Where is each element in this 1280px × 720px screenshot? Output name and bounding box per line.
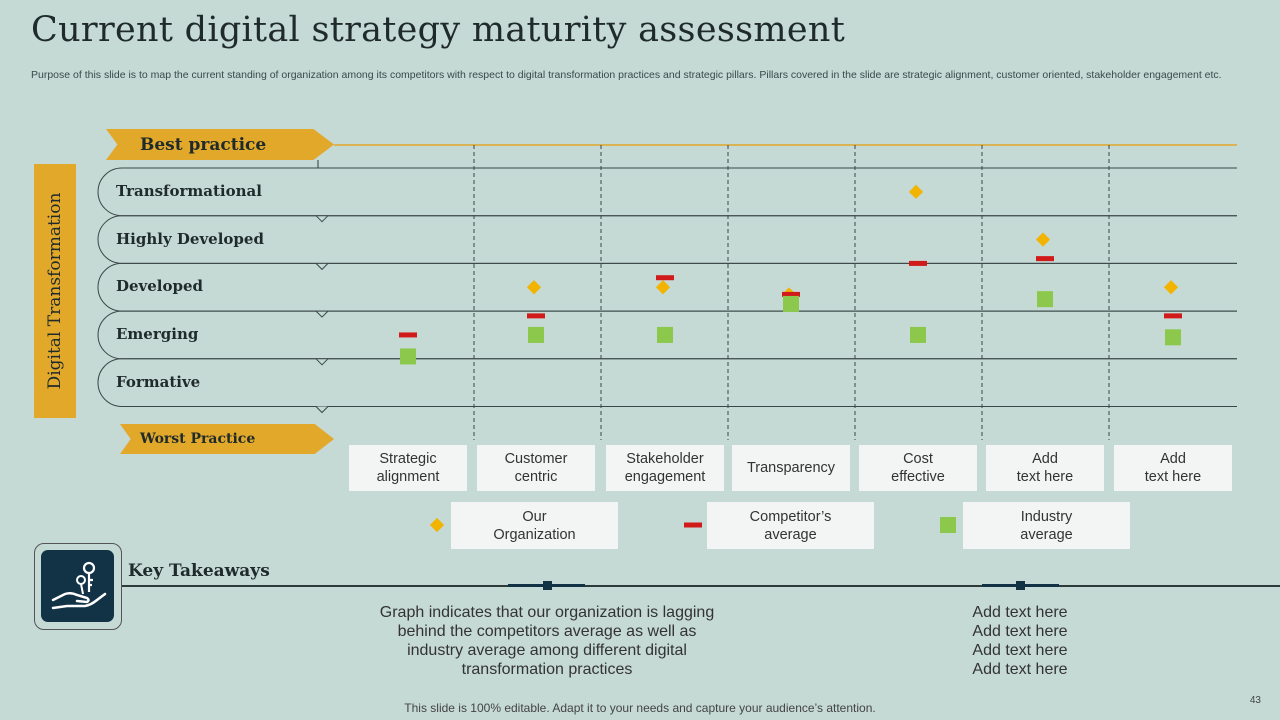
- takeaway-right-line: Add text here: [972, 623, 1068, 640]
- level-label: Transformational: [116, 181, 262, 200]
- category-label: Strategic alignment: [349, 445, 467, 491]
- industry-average-point: [783, 295, 799, 312]
- takeaway-right-text: Add text here Add text here Add text her…: [930, 603, 1110, 679]
- best-practice-label: Best practice: [140, 134, 267, 155]
- category-label: Cost effective: [859, 445, 977, 491]
- our-organization-point: [526, 280, 542, 295]
- best-practice-arrow: Best practice: [106, 129, 334, 160]
- page-title: Current digital strategy maturity assess…: [31, 10, 846, 50]
- legend-label: Competitor’s average: [707, 502, 874, 549]
- our-organization-point: [1163, 280, 1179, 295]
- level-label: Emerging: [116, 324, 199, 343]
- legend-diamond-marker: [429, 517, 445, 533]
- industry-average-point: [528, 326, 544, 343]
- industry-average-point: [910, 326, 926, 343]
- row-notch: [315, 358, 329, 366]
- category-label: Add text here: [1114, 445, 1232, 491]
- industry-average-point: [657, 326, 673, 343]
- industry-average-point: [1037, 291, 1053, 308]
- industry-average-point: [1165, 329, 1181, 346]
- maturity-row-outline: [97, 358, 1237, 407]
- maturity-row-outline: [97, 215, 1237, 264]
- takeaway-icon-frame: [34, 543, 122, 630]
- competitor-average-point: [909, 260, 927, 266]
- worst-practice-arrow: Worst Practice: [120, 424, 334, 454]
- page-number: 43: [1249, 695, 1261, 706]
- row-notch: [315, 263, 329, 271]
- takeaway-left-text: Graph indicates that our organization is…: [379, 604, 715, 678]
- competitor-average-point: [656, 275, 674, 281]
- maturity-row-outline: [97, 310, 1237, 360]
- legend-label: Our Organization: [451, 502, 618, 549]
- key-takeaways-title: Key Takeaways: [128, 561, 270, 581]
- level-label: Highly Developed: [116, 229, 264, 248]
- maturity-row-outline: [97, 167, 1237, 217]
- category-label: Add text here: [986, 445, 1104, 491]
- row-notch: [315, 406, 329, 414]
- takeaways-divider: [122, 585, 1280, 587]
- takeaway-right-line: Add text here: [972, 604, 1068, 621]
- industry-average-point: [400, 348, 416, 365]
- legend-dash-marker: [684, 522, 702, 528]
- digital-transformation-band: Digital Transformation: [34, 164, 76, 418]
- competitor-average-point: [1036, 256, 1054, 262]
- competitor-average-point: [782, 291, 800, 297]
- row-notch: [315, 215, 329, 223]
- page-subtitle: Purpose of this slide is to map the curr…: [31, 69, 1222, 81]
- category-label: Customer centric: [477, 445, 595, 491]
- legend-square-marker: [940, 517, 956, 533]
- maturity-row-outline: [97, 262, 1237, 312]
- footer-note: This slide is 100% editable. Adapt it to…: [404, 701, 876, 715]
- category-label: Stakeholder engagement: [606, 445, 724, 491]
- category-label: Transparency: [732, 445, 850, 491]
- legend-label: Industry average: [963, 502, 1130, 549]
- our-organization-point: [1035, 232, 1051, 247]
- takeaway-right-line: Add text here: [972, 642, 1068, 659]
- competitor-average-point: [399, 332, 417, 338]
- our-organization-point: [655, 280, 671, 295]
- hand-key-icon: [41, 550, 114, 622]
- row-notch: [315, 310, 329, 318]
- competitor-average-point: [527, 313, 545, 319]
- level-label: Developed: [116, 277, 204, 296]
- worst-practice-label: Worst Practice: [140, 431, 256, 447]
- level-label: Formative: [116, 372, 201, 391]
- competitor-average-point: [1164, 313, 1182, 319]
- our-organization-point: [908, 184, 924, 199]
- takeaway-right-line: Add text here: [972, 661, 1068, 678]
